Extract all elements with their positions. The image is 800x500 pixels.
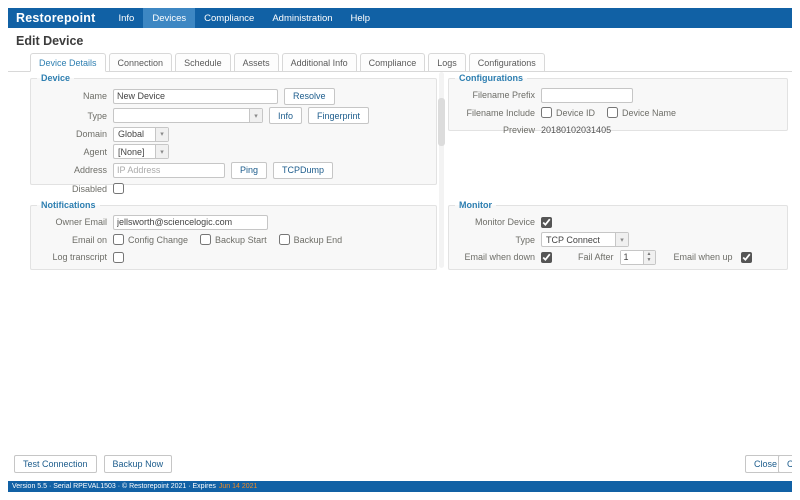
close-button[interactable]: Close	[745, 455, 787, 473]
restorepoint-logo: Restorepoint	[16, 11, 96, 25]
footer-version-text: Version 5.5 · Serial RPEVAL1503 · © Rest…	[12, 483, 216, 490]
tab-compliance[interactable]: Compliance	[359, 53, 426, 72]
backup-end-checkbox[interactable]	[278, 234, 290, 245]
bottom-action-bar: Test Connection Backup Now	[14, 455, 179, 473]
chevron-down-icon: ▾	[155, 145, 168, 158]
stepper-up-icon[interactable]: ▲	[646, 250, 652, 257]
fail-after-label: Fail After	[578, 252, 614, 262]
clone-button[interactable]: Clone	[778, 455, 792, 473]
app-window: Restorepoint Info Devices Compliance Adm…	[8, 8, 792, 492]
scrollbar-thumb[interactable]	[438, 98, 445, 146]
info-button[interactable]: Info	[269, 107, 303, 124]
menu-item-administration[interactable]: Administration	[272, 12, 333, 24]
footer-bar: Version 5.5 · Serial RPEVAL1503 · © Rest…	[8, 481, 792, 492]
device-panel: Device Name Resolve Type ▾ Info Fingerpr…	[30, 73, 437, 194]
agent-select[interactable]: [None] ▾	[113, 144, 169, 159]
menu-item-compliance[interactable]: Compliance	[204, 12, 255, 24]
log-transcript-checkbox[interactable]	[113, 251, 124, 263]
fail-after-input[interactable]	[620, 250, 643, 264]
owner-email-label: Owner Email	[55, 217, 107, 227]
backup-end-label: Backup End	[293, 234, 343, 245]
device-panel-title: Device	[41, 73, 71, 83]
backup-start-checkbox[interactable]	[200, 234, 212, 245]
chevron-down-icon: ▾	[615, 233, 628, 246]
footer-expires-date: Jun 14 2021	[218, 483, 258, 490]
agent-label: Agent	[83, 146, 107, 157]
notifications-panel: Notifications Owner Email Email on Confi…	[30, 200, 437, 270]
ping-button[interactable]: Ping	[231, 161, 268, 179]
main-menu: Info Devices Compliance Administration H…	[110, 8, 380, 28]
chevron-down-icon: ▾	[155, 127, 168, 141]
tab-bar: Device Details Connection Schedule Asset…	[8, 53, 792, 72]
fingerprint-button[interactable]: Fingerprint	[308, 107, 370, 124]
fail-after-stepper: ▲ ▼	[619, 249, 656, 265]
menu-item-devices[interactable]: Devices	[143, 8, 196, 28]
preview-value: 20180102031405	[541, 125, 612, 135]
chevron-down-icon: ▾	[249, 109, 262, 122]
monitor-device-checkbox[interactable]	[541, 216, 552, 228]
filename-include-label: Filename Include	[466, 107, 535, 118]
top-nav-bar: Restorepoint Info Devices Compliance Adm…	[8, 8, 792, 28]
domain-select[interactable]: Global ▾	[113, 126, 169, 142]
email-when-up-label: Email when up	[673, 252, 733, 262]
type-select[interactable]: ▾	[113, 108, 263, 123]
email-on-label: Email on	[71, 234, 107, 245]
tab-additional-info[interactable]: Additional Info	[281, 53, 357, 72]
config-change-label: Config Change	[128, 234, 189, 245]
config-change-checkbox[interactable]	[113, 234, 124, 245]
name-input[interactable]	[113, 88, 278, 104]
test-connection-button[interactable]: Test Connection	[14, 455, 97, 473]
filename-prefix-input[interactable]	[541, 87, 633, 103]
notifications-panel-title: Notifications	[41, 200, 96, 210]
tab-logs[interactable]: Logs	[428, 53, 466, 72]
owner-email-input[interactable]	[113, 214, 268, 230]
tab-assets[interactable]: Assets	[233, 53, 279, 72]
monitor-panel: Monitor Monitor Device Type TCP Connect …	[448, 200, 788, 270]
backup-start-label: Backup Start	[215, 234, 267, 245]
tab-connection[interactable]: Connection	[108, 53, 173, 72]
tab-device-details[interactable]: Device Details	[30, 53, 106, 72]
monitor-panel-title: Monitor	[459, 200, 492, 210]
device-name-checkbox[interactable]	[607, 107, 619, 118]
monitor-type-select[interactable]: TCP Connect ▾	[541, 232, 629, 247]
preview-label: Preview	[502, 125, 535, 135]
email-when-down-checkbox[interactable]	[541, 251, 552, 263]
tab-schedule[interactable]: Schedule	[175, 53, 231, 72]
disabled-checkbox[interactable]	[113, 183, 124, 194]
email-when-up-checkbox[interactable]	[740, 251, 752, 263]
address-label: Address	[73, 165, 107, 175]
monitor-device-label: Monitor Device	[474, 217, 535, 227]
log-transcript-label: Log transcript	[52, 252, 107, 262]
email-when-down-label: Email when down	[464, 252, 535, 262]
type-label: Type	[87, 110, 107, 121]
domain-label: Domain	[75, 129, 107, 139]
device-id-checkbox[interactable]	[541, 107, 552, 118]
menu-item-info[interactable]: Info	[118, 12, 135, 24]
stepper-down-icon[interactable]: ▼	[646, 257, 652, 263]
filename-prefix-label: Filename Prefix	[472, 90, 535, 100]
page-title: Edit Device	[16, 34, 84, 48]
disabled-label: Disabled	[71, 183, 107, 194]
device-name-label: Device Name	[622, 107, 677, 118]
tcpdump-button[interactable]: TCPDump	[273, 161, 334, 179]
device-id-label: Device ID	[556, 107, 596, 118]
name-label: Name	[82, 91, 107, 101]
configurations-panel-title: Configurations	[459, 73, 523, 83]
monitor-type-label: Type	[515, 234, 535, 245]
scrollbar-track[interactable]	[439, 72, 444, 268]
tab-configurations[interactable]: Configurations	[468, 53, 545, 72]
backup-now-button[interactable]: Backup Now	[103, 455, 173, 473]
address-input[interactable]	[113, 162, 225, 178]
configurations-panel: Configurations Filename Prefix Filename …	[448, 73, 788, 135]
menu-item-help[interactable]: Help	[350, 12, 371, 24]
resolve-button[interactable]: Resolve	[284, 87, 335, 105]
